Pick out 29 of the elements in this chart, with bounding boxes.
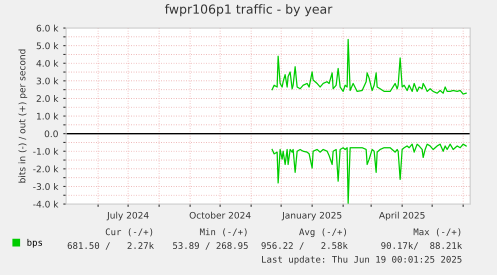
text: Min (-/+) — [200, 228, 247, 236]
legend-label: bps — [27, 238, 42, 248]
y-tick-label: 0.0 — [44, 130, 58, 138]
text: Cur (-/+) — [106, 228, 152, 236]
text: 681.50 / 2.27k — [68, 242, 154, 250]
y-tick-label: 4.0 k — [36, 60, 58, 67]
y-tick-label: 3.0 k — [36, 77, 58, 84]
text: 956.22 / 2.58k — [262, 242, 348, 250]
y-tick-label: 2.0 k — [36, 95, 58, 102]
x-tick-label: July 2024 — [106, 212, 149, 220]
y-tick-label: 1.0 k — [37, 112, 58, 120]
line-series — [272, 144, 467, 204]
x-tick-label: January 2025 — [282, 212, 342, 220]
y-tick-label: 5.0 k — [36, 42, 58, 50]
y-tick-label: 6.0 k — [36, 24, 58, 32]
chart-title: fwpr106p1 traffic - by year — [164, 4, 332, 16]
y-tick-label: -3.0 k — [33, 183, 58, 190]
y-tick-label: -2.0 k — [33, 165, 58, 172]
y-tick-label: -4.0 k — [33, 200, 58, 208]
text: Last update: Thu Jun 19 00:01:25 2025 — [262, 256, 462, 264]
x-tick-label: April 2025 — [378, 212, 425, 220]
x-tick-label: October 2024 — [190, 212, 251, 219]
y-tick-label: -1.0 k — [33, 148, 58, 155]
y-axis-title: bits in (-) / out (+) per second — [18, 50, 28, 183]
text: Max (-/+) — [414, 228, 460, 236]
text: Avg (-/+) — [299, 228, 346, 238]
line-series — [272, 38, 467, 95]
text: 53.89 / 268.95 — [173, 242, 248, 250]
text: 90.17k/ 88.21k — [381, 242, 462, 250]
